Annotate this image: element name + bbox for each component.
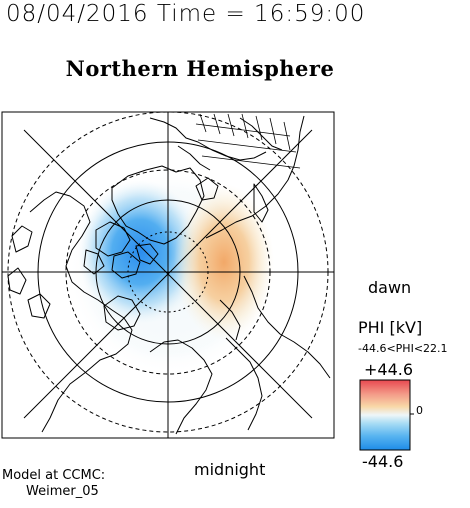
colorbar-max-label: +44.6 — [364, 360, 414, 379]
longitude-grid — [2, 112, 334, 438]
colorbar-title: PHI [kV] — [358, 318, 423, 337]
dawn-label: dawn — [368, 278, 412, 297]
dusk-cell — [78, 180, 202, 324]
plot-frame — [1, 111, 335, 439]
hatched-region — [195, 113, 301, 169]
colorbar-min-label: -44.6 — [362, 452, 404, 471]
dawn-cell — [174, 184, 274, 340]
coastlines — [7, 115, 331, 435]
model-credit: Model at CCMC: Weimer_05 — [2, 468, 105, 500]
plot-title: Northern Hemisphere — [65, 56, 335, 81]
midnight-label: midnight — [194, 460, 266, 479]
model-line-2: Weimer_05 — [26, 484, 99, 499]
polar-map — [1, 111, 335, 439]
colorbar-zero-label: 0 — [416, 404, 423, 417]
colorbar-range: -44.6<PHI<22.1 — [358, 342, 448, 355]
datetime-header: 08/04/2016 Time = 16:59:00 — [6, 1, 366, 27]
colorbar-gradient — [359, 379, 411, 451]
model-line-1: Model at CCMC: — [2, 468, 106, 483]
colorbar — [359, 379, 414, 451]
